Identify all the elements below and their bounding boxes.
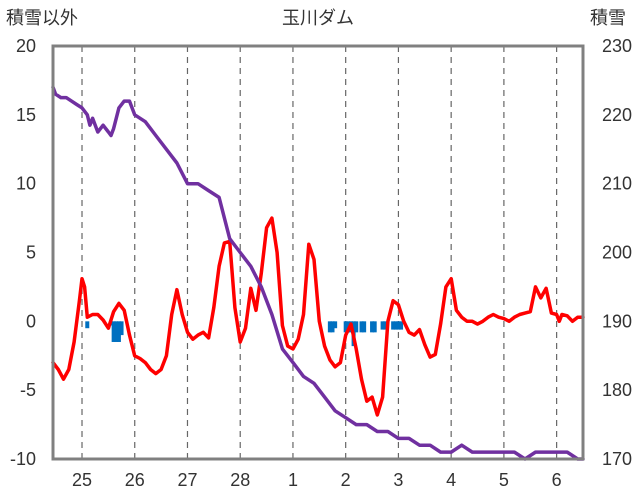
left-axis-label: 積雪以外 xyxy=(6,8,78,29)
y-right-tick-label: 200 xyxy=(602,243,632,263)
precip-bar xyxy=(343,321,348,333)
precip-bar xyxy=(391,321,396,330)
precip-bar xyxy=(119,321,124,336)
line-series xyxy=(51,85,585,461)
x-tick-label: 3 xyxy=(393,470,403,490)
y-left-tick-label: 10 xyxy=(16,174,36,194)
precip-bar xyxy=(85,321,90,329)
x-tick-label: 27 xyxy=(177,470,197,490)
precip-bar xyxy=(330,321,335,333)
y-right-tick-label: 230 xyxy=(602,36,632,56)
snow-depth-line xyxy=(51,85,585,461)
right-axis-label: 積雪 xyxy=(590,8,626,29)
x-tick-label: 25 xyxy=(72,470,92,490)
precip-bar xyxy=(380,321,385,330)
precip-bar xyxy=(396,321,401,330)
plot-frame xyxy=(51,44,585,461)
y-left-tick-label: 20 xyxy=(16,36,36,56)
y-left-tick-label: 15 xyxy=(16,105,36,125)
x-tick-label: 5 xyxy=(499,470,509,490)
y-left-tick-label: -10 xyxy=(10,449,36,469)
y-left-tick-label: -5 xyxy=(20,380,36,400)
precip-bar xyxy=(383,321,388,330)
precip-bar xyxy=(111,321,116,342)
y-right-tick-label: 170 xyxy=(602,449,632,469)
x-tick-label: 4 xyxy=(446,470,456,490)
precip-bar xyxy=(116,321,121,342)
precip-bar xyxy=(333,321,338,329)
precip-bar xyxy=(114,321,119,342)
precip-bar xyxy=(359,321,364,333)
x-tick-label: 2 xyxy=(341,470,351,490)
y-right-tick-label: 180 xyxy=(602,380,632,400)
x-tick-label: 6 xyxy=(552,470,562,490)
y-right-tick-label: 220 xyxy=(602,105,632,125)
precip-bar xyxy=(393,321,398,330)
x-tick-label: 26 xyxy=(125,470,145,490)
precip-bar xyxy=(362,321,367,333)
grid-layer xyxy=(81,46,558,459)
y-right-tick-label: 190 xyxy=(602,311,632,331)
precip-bar xyxy=(370,321,375,333)
y-left-tick-label: 5 xyxy=(26,243,36,263)
precip-bar xyxy=(372,321,377,333)
y-right-tick-label: 210 xyxy=(602,174,632,194)
x-tick-label: 28 xyxy=(230,470,250,490)
temperature-line xyxy=(51,216,585,417)
precip-bar xyxy=(327,321,332,333)
precip-bar xyxy=(354,321,359,333)
y-left-tick-label: 0 xyxy=(26,311,36,331)
x-tick-label: 1 xyxy=(288,470,298,490)
chart-title: 玉川ダム xyxy=(282,8,354,29)
precip-bar xyxy=(399,321,404,330)
